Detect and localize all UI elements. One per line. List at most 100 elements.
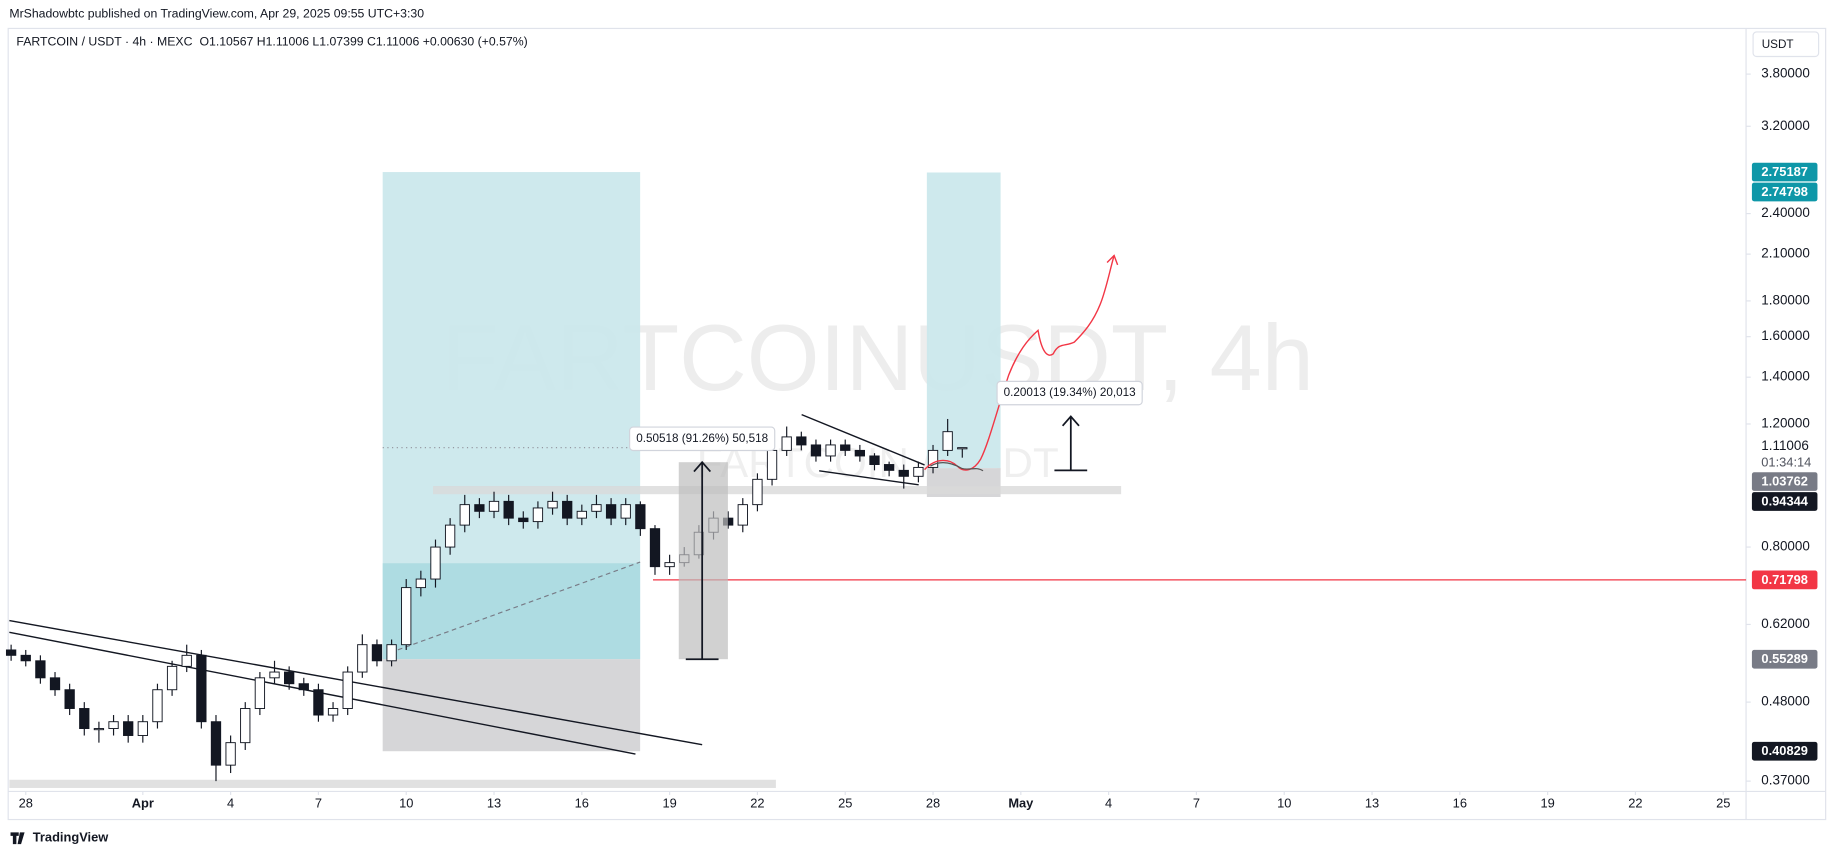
x-tick-label: 13 (1365, 796, 1379, 811)
y-tick-label: 0.48000 (1761, 694, 1810, 709)
candle-body (5, 649, 17, 656)
candle-body (298, 683, 309, 691)
candle-body (210, 721, 222, 766)
forecast-path (924, 255, 1115, 471)
price-badge (1751, 649, 1818, 669)
candle-body (503, 500, 514, 519)
candle-body (137, 721, 148, 736)
overlay-layer: 0.50518 (91.26%) 50,518 0.20013 (19.34%) … (629, 162, 1818, 761)
candle-body (781, 436, 792, 451)
candle-body (64, 689, 75, 709)
measure-arrowhead (693, 460, 712, 473)
brand-logo (10, 832, 25, 845)
publisher-line: MrShadowbtc published on TradingView.com… (9, 7, 424, 21)
price-badge-label: 1.03762 (1761, 474, 1807, 489)
x-tick-label: Apr (132, 796, 154, 811)
projection-path (930, 461, 984, 472)
candle-body (883, 464, 895, 471)
price-badge (1751, 492, 1818, 511)
candle-body (342, 671, 353, 709)
price-badge-label: 0.55289 (1761, 651, 1807, 666)
measure-arrowhead (1061, 415, 1080, 427)
y-tick-label: 3.20000 (1761, 118, 1810, 133)
candle-body (181, 654, 192, 667)
x-tick-label: May (1008, 796, 1034, 811)
forecast-arrowhead (1106, 254, 1119, 266)
highlight-bar (9, 779, 776, 788)
candle-body (796, 436, 807, 446)
price-badge-label: 0.40829 (1761, 743, 1807, 758)
measure-label-box (629, 426, 776, 452)
x-tick-label: 19 (1540, 796, 1554, 811)
x-tick-label: 22 (750, 796, 764, 811)
x-tick-label: 10 (1277, 796, 1291, 811)
candle-body (79, 708, 90, 729)
x-tick-label: 19 (662, 796, 676, 811)
candle-body (664, 562, 675, 568)
x-tick-label: 28 (19, 796, 33, 811)
loss-zone (382, 659, 641, 752)
candle-body (532, 507, 544, 523)
chart-frame (7, 27, 1827, 821)
ohlc-values: O1.10567 H1.11006 L1.07399 C1.11006 +0.0… (199, 35, 527, 49)
y-tick-label: 2.40000 (1761, 205, 1810, 220)
candle-body (869, 455, 880, 465)
candles-layer (5, 418, 968, 782)
candle-body (444, 524, 456, 548)
candle-body (547, 500, 558, 509)
candle-body (20, 654, 31, 662)
candle-body (108, 721, 119, 729)
candle-body (166, 665, 178, 691)
y-tick-label: 2.10000 (1761, 246, 1810, 261)
measure-label: 0.20013 (19.34%) 20,013 (1004, 386, 1136, 399)
candle-body (913, 466, 924, 477)
candle-body (254, 677, 266, 709)
candle-body (225, 742, 236, 766)
candle-body (649, 528, 661, 568)
candle-body (591, 504, 602, 512)
symbol: FARTCOIN / USDT · 4h · MEXC (16, 35, 192, 49)
price-badge (1751, 182, 1818, 202)
countdown-label: 01:34:14 (1761, 454, 1811, 469)
y-tick-label: 0.62000 (1761, 616, 1810, 631)
candle-body (620, 504, 631, 519)
candle-body (401, 587, 412, 646)
x-tick-label: 4 (227, 796, 234, 811)
candle-body (152, 689, 163, 723)
candle-body (430, 546, 441, 580)
price-badge (1751, 472, 1818, 491)
candle-body (766, 449, 778, 480)
candle-body (93, 728, 105, 731)
candle-body (123, 721, 134, 736)
y-tick-label: 3.80000 (1761, 66, 1810, 81)
candle-body (269, 671, 280, 679)
currency-label[interactable]: USDT (1762, 38, 1794, 51)
symbol-info: FARTCOIN / USDT · 4h · MEXC O1.10567 H1.1… (16, 35, 527, 49)
price-badge (1751, 162, 1818, 182)
price-badge-label: 2.74798 (1761, 184, 1807, 199)
candle-body (810, 444, 822, 457)
candle-body (605, 504, 617, 519)
trend-line (9, 619, 703, 746)
candle-body (737, 504, 748, 526)
currency-button[interactable] (1752, 31, 1820, 58)
highlight-bar (433, 486, 1122, 495)
candle-body (240, 708, 251, 744)
candle-body (371, 644, 383, 662)
candle-body (898, 469, 909, 477)
measure-zone (678, 462, 728, 660)
y-tick-label: 1.60000 (1761, 328, 1810, 343)
x-tick-label: 7 (315, 796, 322, 811)
candle-body (825, 444, 836, 457)
y-tick-label: 0.80000 (1761, 539, 1810, 554)
candle-body (576, 510, 587, 519)
y-tick-label: 1.80000 (1761, 292, 1810, 307)
x-tick-label: 28 (926, 796, 940, 811)
candle-body (386, 644, 397, 662)
price-badge-label: 0.94344 (1761, 493, 1808, 508)
candle-body (927, 449, 939, 468)
price-badge-label: 0.71798 (1761, 572, 1807, 587)
candle-body (518, 517, 529, 523)
x-tick-label: 25 (838, 796, 852, 811)
